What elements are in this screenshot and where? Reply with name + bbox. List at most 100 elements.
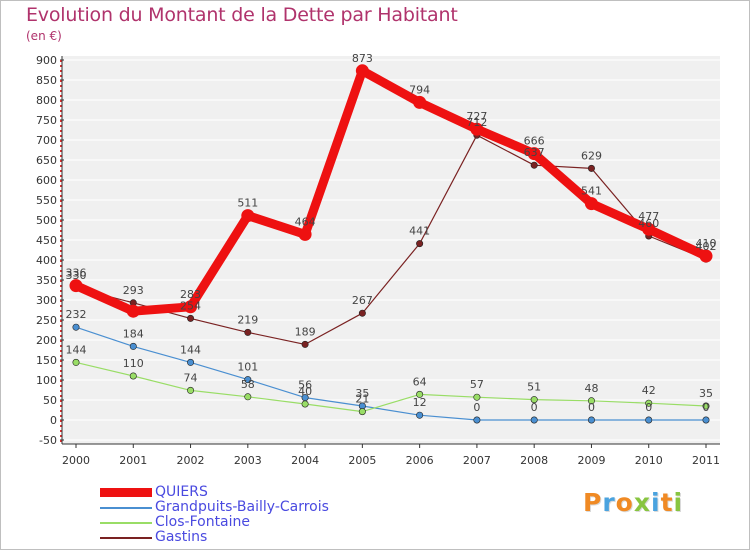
data-point [184,300,198,314]
data-label: 441 [409,225,430,238]
data-label: 712 [466,116,487,129]
x-tick-label: 2010 [635,454,663,467]
y-tick-label: 650 [36,154,57,167]
axis-dot [60,120,62,122]
axis-dot [60,340,62,342]
data-point [587,164,595,172]
logo-letter: t [660,488,674,517]
data-label: 254 [180,299,201,312]
y-tick-label: 200 [36,334,57,347]
data-point [584,197,598,211]
data-label: 0 [645,401,652,414]
axis-dot [60,435,62,437]
data-label: 541 [581,185,602,198]
data-label: 629 [581,149,602,162]
series-line-0 [71,66,711,316]
axis-dot [60,380,62,382]
axis-dot [60,215,62,217]
legend-label-clos-fontaine: Clos-Fontaine [155,514,251,530]
axis-dot [60,200,62,202]
data-point [72,358,80,366]
axis-dot [60,360,62,362]
legend-label-grandpuits: Grandpuits-Bailly-Carrois [155,499,329,515]
axis-dot [60,190,62,192]
axis-dot [60,385,62,387]
y-tick-label: 250 [36,314,57,327]
axis-dot [60,210,62,212]
axis-dot [60,325,62,327]
data-point [702,416,710,424]
data-point [645,399,653,407]
data-point [358,309,366,317]
axis-dot [60,195,62,197]
data-label: 48 [584,382,598,395]
axis-dot [60,175,62,177]
axis-dot [60,155,62,157]
data-point [530,416,538,424]
chart-title: Evolution du Montant de la Dette par Hab… [26,4,458,26]
data-label: 35 [699,387,713,400]
data-label: 232 [66,308,87,321]
y-tick-label: 900 [36,54,57,67]
data-point [413,95,427,109]
data-label: 0 [703,401,710,414]
data-point [244,328,252,336]
chart-subtitle: (en €) [26,29,62,43]
axis-dot [60,410,62,412]
axis-dot [60,110,62,112]
data-label: 293 [123,284,144,297]
x-tick-label: 2011 [692,454,720,467]
data-point [416,411,424,419]
data-label: 57 [470,378,484,391]
data-label: 42 [642,384,656,397]
y-tick-label: 750 [36,114,57,127]
axis-dot [60,430,62,432]
y-tick-label: -50 [39,434,57,447]
axis-dot [60,330,62,332]
y-tick-label: 850 [36,74,57,87]
legend-swatch-gastins [100,537,152,539]
data-label: 101 [237,361,258,374]
data-label: 56 [298,379,312,392]
axis-dot [60,295,62,297]
y-tick-label: 50 [43,394,57,407]
data-label: 794 [409,83,430,96]
axis-dot [60,185,62,187]
axis-dot [60,405,62,407]
y-tick-label: 0 [50,414,57,427]
data-point [69,279,83,293]
x-tick-label: 2006 [406,454,434,467]
axis-dot [60,250,62,252]
data-point [702,402,710,410]
data-label: 0 [531,401,538,414]
axis-dot [60,425,62,427]
data-point [244,393,252,401]
data-label: 727 [466,110,487,123]
axis-dot [60,400,62,402]
axis-dot [60,285,62,287]
x-tick-label: 2005 [348,454,376,467]
data-label: 477 [638,210,659,223]
x-tick-label: 2003 [234,454,262,467]
legend-item-clos-fontaine: Clos-Fontaine [100,514,400,530]
data-label: 267 [352,294,373,307]
axis-dot [60,235,62,237]
axis-dot [60,365,62,367]
data-point [72,323,80,331]
data-label: 58 [241,378,255,391]
y-tick-label: 600 [36,174,57,187]
axis-dot [60,160,62,162]
axis-dot [60,105,62,107]
x-tick-label: 2007 [463,454,491,467]
data-point [244,376,252,384]
axis-dot [60,420,62,422]
data-label: 184 [123,327,144,340]
y-tick-label: 350 [36,274,57,287]
data-label: 74 [184,371,198,384]
axis-dot [60,355,62,357]
axis-dot [60,95,62,97]
y-tick-label: 400 [36,254,57,267]
axis-dot [60,375,62,377]
data-point [527,147,541,161]
y-tick-label: 700 [36,134,57,147]
